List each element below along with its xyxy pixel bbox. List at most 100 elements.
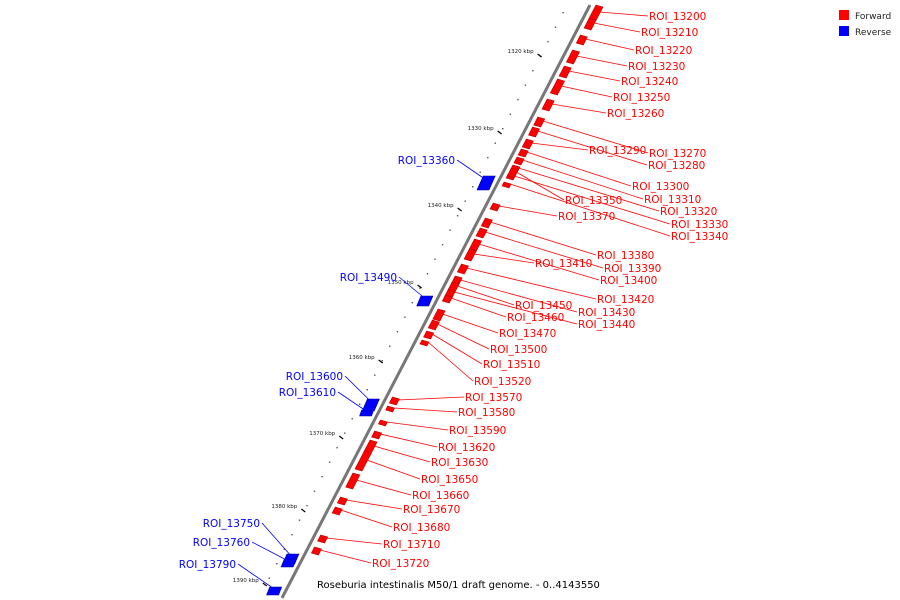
forward-gene-block bbox=[475, 227, 488, 239]
legend: Forward Reverse bbox=[839, 10, 892, 38]
forward-gene-label: ROI_13710 bbox=[383, 539, 440, 551]
forward-label-leader bbox=[366, 459, 421, 480]
forward-gene-block bbox=[480, 217, 493, 229]
forward-gene-block bbox=[533, 116, 546, 128]
reverse-feature: ROI_13490 bbox=[340, 272, 434, 307]
forward-label-leader bbox=[478, 243, 600, 281]
forward-gene-block bbox=[371, 430, 383, 440]
forward-feature: ROI_13300 bbox=[517, 148, 689, 193]
genome-axis bbox=[280, 4, 592, 599]
forward-feature: ROI_13630 bbox=[363, 439, 488, 469]
tick-label: 1320 kbp bbox=[508, 49, 534, 55]
reverse-gene-block bbox=[359, 409, 375, 417]
forward-feature: ROI_13680 bbox=[331, 506, 450, 534]
forward-label-leader bbox=[393, 407, 458, 413]
legend-item-reverse: Reverse bbox=[839, 26, 892, 38]
forward-gene-block bbox=[501, 181, 512, 189]
forward-label-leader bbox=[450, 297, 507, 318]
reverse-gene-label: ROI_13750 bbox=[203, 518, 260, 530]
forward-feature: ROI_13410 bbox=[463, 248, 592, 270]
forward-gene-block bbox=[468, 238, 482, 252]
forward-feature: ROI_13350 bbox=[506, 167, 622, 207]
forward-gene-block bbox=[575, 34, 588, 46]
legend-swatch-forward bbox=[839, 10, 849, 20]
reverse-gene-label: ROI_13600 bbox=[286, 371, 343, 383]
reverse-label-leader bbox=[337, 391, 368, 413]
forward-gene-block bbox=[447, 281, 460, 293]
forward-label-leader bbox=[542, 120, 649, 154]
scale-dot bbox=[419, 287, 421, 289]
scale-dot bbox=[554, 26, 557, 28]
forward-feature: ROI_13250 bbox=[549, 78, 670, 104]
scale-dot bbox=[291, 534, 293, 536]
forward-gene-label: ROI_13370 bbox=[558, 211, 615, 223]
forward-label-leader bbox=[509, 183, 671, 237]
forward-feature: ROI_13240 bbox=[558, 65, 678, 88]
forward-gene-label: ROI_13250 bbox=[613, 92, 670, 104]
forward-feature: ROI_13570 bbox=[388, 392, 522, 406]
forward-gene-block bbox=[432, 308, 446, 322]
scale-dot bbox=[359, 403, 361, 405]
reverse-gene-block bbox=[416, 295, 434, 307]
forward-feature: ROI_13200 bbox=[588, 4, 706, 23]
forward-label-leader bbox=[340, 509, 393, 528]
forward-features: ROI_13200 ROI_13210 ROI_13220 ROI_13230 ROI_… bbox=[310, 4, 728, 570]
forward-gene-label: ROI_13320 bbox=[660, 206, 717, 218]
scale-dot bbox=[306, 505, 308, 507]
forward-gene-block bbox=[427, 319, 440, 331]
forward-gene-label: ROI_13680 bbox=[393, 522, 450, 534]
forward-gene-label: ROI_13670 bbox=[403, 504, 460, 516]
forward-gene-block bbox=[310, 546, 322, 556]
forward-label-leader bbox=[442, 313, 499, 334]
forward-feature: ROI_13500 bbox=[427, 319, 547, 356]
forward-gene-label: ROI_13520 bbox=[474, 376, 531, 388]
reverse-gene-block bbox=[280, 558, 297, 568]
tick-labels: 1320 kbp 1330 kbp 1340 kbp 1350 kbp 1360 kbp… bbox=[233, 49, 542, 587]
forward-gene-label: ROI_13590 bbox=[449, 425, 506, 437]
reverse-gene-label: ROI_13360 bbox=[398, 155, 455, 167]
reverse-feature: ROI_13790 bbox=[179, 559, 283, 596]
forward-feature: ROI_13390 bbox=[475, 227, 661, 275]
forward-feature: ROI_13430 bbox=[450, 275, 635, 319]
forward-gene-label: ROI_13200 bbox=[649, 11, 706, 23]
tick-label: 1370 kbp bbox=[309, 431, 335, 437]
forward-feature: ROI_13290 bbox=[521, 138, 646, 157]
scale-dot bbox=[562, 12, 564, 14]
forward-label-leader bbox=[537, 130, 648, 166]
reverse-gene-block bbox=[266, 586, 283, 596]
scale-dot bbox=[517, 99, 519, 101]
tick-label: 1330 kbp bbox=[468, 126, 494, 132]
forward-gene-block bbox=[558, 65, 572, 79]
scale-dot bbox=[472, 186, 474, 188]
forward-label-leader bbox=[431, 333, 483, 365]
scale-dot bbox=[464, 200, 466, 202]
scale-dot bbox=[276, 563, 278, 565]
forward-gene-label: ROI_13290 bbox=[589, 145, 646, 157]
forward-gene-label: ROI_13460 bbox=[507, 312, 564, 324]
forward-feature: ROI_13230 bbox=[565, 49, 685, 73]
scale-dot bbox=[502, 128, 504, 130]
forward-gene-block bbox=[377, 419, 388, 427]
forward-feature: ROI_13660 bbox=[345, 472, 469, 502]
tick-marks bbox=[268, 12, 564, 579]
forward-gene-label: ROI_13660 bbox=[412, 490, 469, 502]
forward-label-leader bbox=[345, 499, 403, 510]
forward-label-leader bbox=[456, 285, 515, 306]
scale-dot bbox=[479, 171, 481, 173]
tick-label: 1380 kbp bbox=[271, 504, 297, 510]
forward-label-leader bbox=[522, 159, 644, 200]
forward-gene-label: ROI_13270 bbox=[649, 148, 706, 160]
scale-dot bbox=[321, 476, 323, 478]
forward-feature: ROI_13280 bbox=[528, 126, 705, 172]
forward-feature: ROI_13720 bbox=[310, 546, 429, 570]
forward-gene-label: ROI_13580 bbox=[458, 407, 515, 419]
forward-label-leader bbox=[599, 11, 649, 17]
forward-label-leader bbox=[526, 151, 632, 187]
reverse-label-leader bbox=[261, 522, 294, 559]
forward-gene-label: ROI_13280 bbox=[648, 160, 705, 172]
reverse-label-leader bbox=[237, 563, 276, 591]
tick-mark bbox=[378, 359, 384, 364]
forward-gene-label: ROI_13650 bbox=[421, 474, 478, 486]
forward-gene-label: ROI_13450 bbox=[515, 300, 572, 312]
